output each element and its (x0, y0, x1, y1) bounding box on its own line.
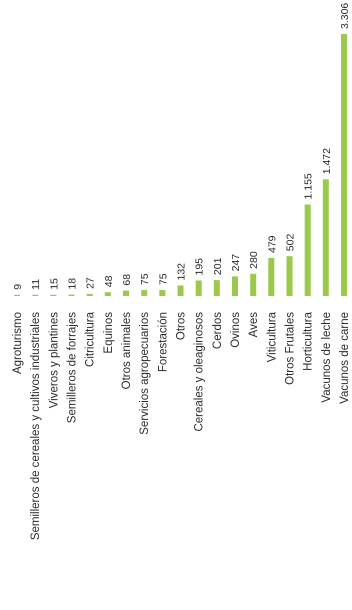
bar-17 (322, 179, 329, 296)
bar-18 (341, 34, 347, 296)
category-label-9: Otros (176, 312, 188, 340)
value-label-15: 502 (285, 234, 297, 252)
value-label-14: 479 (266, 235, 278, 253)
category-label-4: Citricultura (85, 311, 97, 367)
bar-16 (304, 204, 311, 296)
category-label-17: Vacunos de leche (321, 312, 333, 403)
bar-12 (232, 276, 238, 296)
value-label-9: 132 (176, 263, 188, 281)
bar-14 (268, 258, 275, 296)
bar-13 (250, 273, 257, 296)
value-label-6: 68 (121, 274, 133, 286)
bar-10 (195, 280, 202, 296)
bar-6 (123, 290, 129, 296)
category-label-10: Cereales y oleaginosos (194, 312, 206, 432)
category-label-7: Servicios agropecuarios (139, 312, 151, 435)
category-label-18: Vacunos de carne (339, 312, 351, 404)
bar-7 (141, 290, 148, 296)
value-label-8: 75 (157, 273, 169, 285)
bar-3 (68, 294, 75, 296)
value-label-0: 9 (12, 284, 24, 290)
value-label-10: 195 (194, 258, 206, 276)
value-label-4: 27 (85, 277, 97, 289)
bar-2 (50, 294, 57, 296)
category-label-12: Ovinos (230, 312, 242, 348)
value-label-2: 15 (48, 278, 60, 290)
value-label-11: 201 (212, 257, 224, 275)
bar-8 (159, 290, 166, 296)
bar-4 (86, 293, 93, 296)
category-label-15: Otros Frutales (285, 312, 297, 385)
bar-11 (213, 280, 220, 296)
category-label-6: Otros animales (121, 312, 133, 390)
category-label-16: Horticultura (303, 311, 315, 370)
category-label-11: Cerdos (212, 312, 224, 349)
category-label-5: Equinos (103, 312, 115, 354)
bar-15 (286, 256, 293, 296)
value-label-12: 247 (230, 254, 242, 272)
bar-0 (14, 294, 20, 296)
category-label-8: Forestación (157, 312, 169, 372)
value-label-7: 75 (139, 273, 151, 285)
category-label-1: Semilleros de cereales y cultivos indust… (30, 312, 42, 540)
value-label-3: 18 (67, 278, 79, 290)
category-label-14: Viticultura (266, 311, 278, 362)
value-label-5: 48 (103, 275, 115, 287)
value-label-1: 11 (30, 279, 42, 290)
value-label-18: 3.306 (339, 3, 351, 29)
bar-5 (104, 292, 111, 296)
bar-9 (177, 285, 184, 296)
category-label-3: Semilleros de forrajes (67, 312, 79, 423)
value-label-17: 1.472 (321, 148, 333, 174)
category-label-0: Agroturismo (12, 312, 24, 374)
value-label-16: 1.155 (303, 173, 315, 199)
value-label-13: 280 (248, 251, 260, 269)
category-label-13: Aves (248, 312, 260, 338)
category-label-2: Viveros y plantines (48, 312, 60, 409)
bar-1 (32, 294, 39, 296)
